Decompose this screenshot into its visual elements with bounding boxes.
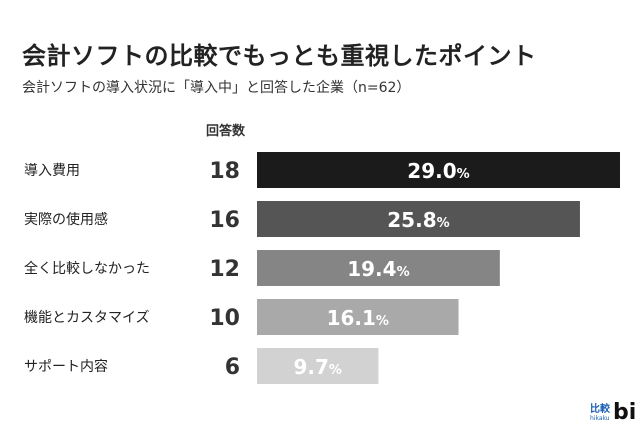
value-number: 16.1	[327, 306, 376, 330]
value-label: 19.4%	[347, 257, 409, 281]
bar	[257, 201, 580, 237]
category-label: 機能とカスタマイズ	[24, 310, 150, 326]
category-label: 導入費用	[24, 163, 80, 179]
count-label: 18	[209, 159, 240, 184]
value-number: 25.8	[387, 208, 436, 232]
value-number: 9.7	[293, 355, 328, 379]
logo-text-stack: 比較 hikaku	[590, 404, 610, 422]
value-unit: %	[376, 314, 389, 329]
value-label: 16.1%	[327, 306, 389, 330]
hikakubiz-logo: 比較 hikaku bi	[590, 402, 636, 424]
category-label: 実際の使用感	[24, 211, 108, 228]
chart-title: 会計ソフトの比較でもっとも重視したポイント	[22, 42, 537, 70]
value-number: 19.4	[347, 257, 396, 281]
logo-romaji: hikaku	[590, 415, 610, 422]
value-label: 9.7%	[293, 355, 341, 379]
bar	[257, 348, 379, 384]
value-label: 29.0%	[407, 159, 469, 183]
bar	[257, 152, 620, 188]
bar	[257, 299, 459, 335]
value-unit: %	[329, 363, 342, 378]
value-unit: %	[457, 167, 470, 182]
bar	[257, 250, 500, 286]
count-label: 10	[209, 306, 240, 331]
value-unit: %	[397, 265, 410, 280]
count-label: 6	[225, 355, 240, 380]
logo-bi: bi	[613, 400, 637, 425]
count-label: 16	[209, 208, 240, 233]
count-column-header: 回答数	[206, 124, 246, 139]
value-number: 29.0	[407, 159, 456, 183]
category-label: サポート内容	[24, 358, 108, 375]
logo-jp: 比較	[590, 404, 610, 415]
count-label: 12	[209, 257, 240, 282]
value-unit: %	[437, 216, 450, 231]
category-label: 全く比較しなかった	[24, 260, 150, 277]
chart-subtitle: 会計ソフトの導入状況に「導入中」と回答した企業（n=62）	[22, 80, 411, 96]
value-label: 25.8%	[387, 208, 449, 232]
